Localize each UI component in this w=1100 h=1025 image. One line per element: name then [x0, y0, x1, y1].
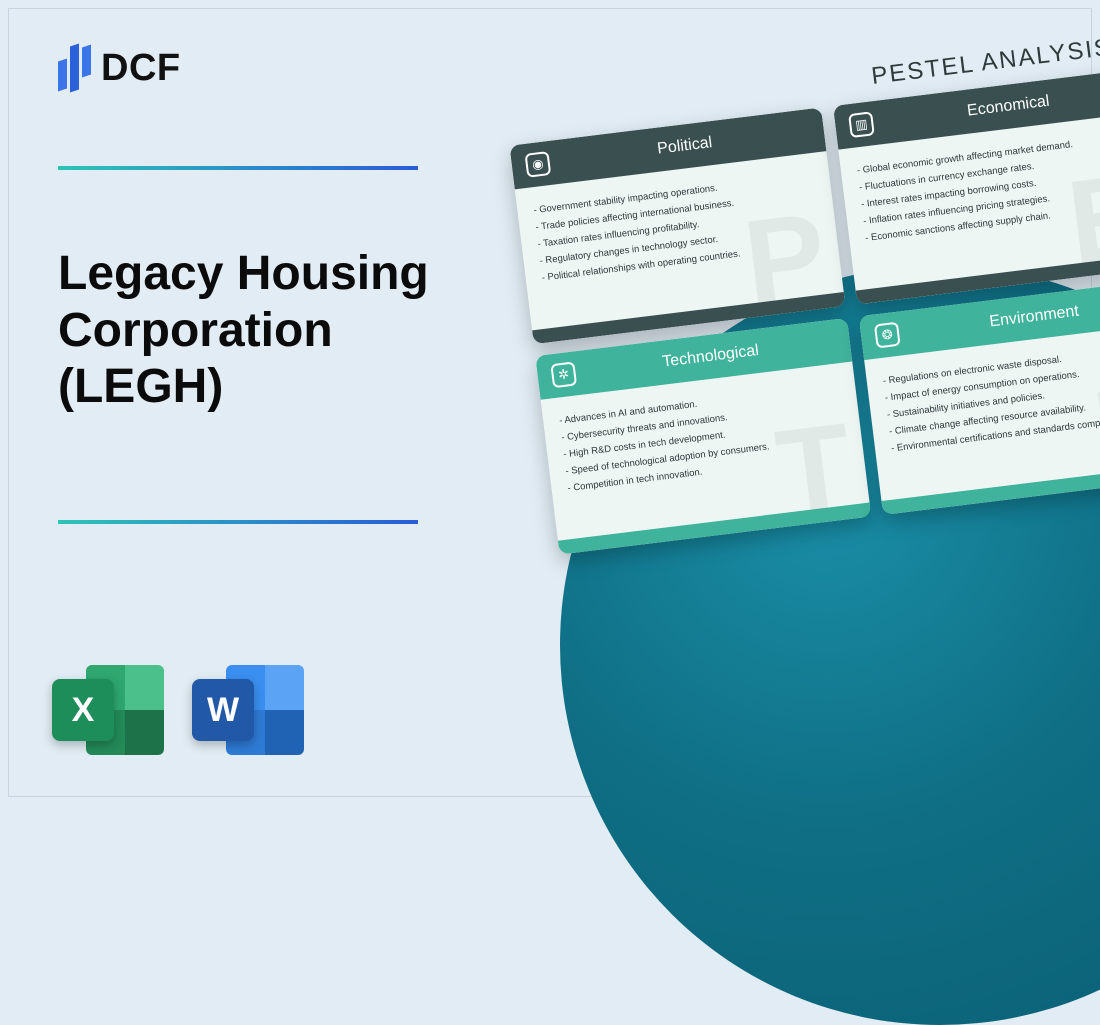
excel-icon[interactable]: X [52, 659, 164, 763]
logo-bars-icon [58, 42, 91, 94]
brand-name: DCF [101, 47, 181, 90]
divider-bottom [58, 520, 418, 524]
environment-icon: ❂ [874, 322, 901, 349]
divider-top [58, 166, 418, 170]
technological-icon: ✲ [550, 361, 577, 388]
word-icon[interactable]: W [192, 659, 304, 763]
word-letter: W [192, 679, 254, 741]
pestel-grid: ◉PoliticalP- Government stability impact… [509, 68, 1100, 555]
card-item-list: - Advances in AI and automation.- Cybers… [559, 381, 849, 494]
pestel-card-environment: ❂EnvironmentE- Regulations on electronic… [859, 278, 1100, 515]
pestel-stage: PESTEL ANALYSIS ◉PoliticalP- Government … [505, 30, 1100, 555]
pestel-card-political: ◉PoliticalP- Government stability impact… [509, 107, 845, 344]
page-title: Legacy Housing Corporation (LEGH) [58, 246, 498, 416]
card-item-list: - Government stability impacting operati… [533, 171, 823, 284]
political-icon: ◉ [525, 151, 552, 178]
app-icons-row: X W [52, 659, 304, 763]
excel-letter: X [52, 679, 114, 741]
card-item-list: - Global economic growth affecting marke… [856, 131, 1100, 244]
pestel-card-economical: ▥EconomicalE- Global economic growth aff… [833, 68, 1100, 305]
brand-logo: DCF [58, 42, 181, 94]
pestel-card-technological: ✲TechnologicalT- Advances in AI and auto… [535, 318, 871, 555]
economical-icon: ▥ [848, 111, 875, 138]
card-item-list: - Regulations on electronic waste dispos… [882, 342, 1100, 455]
